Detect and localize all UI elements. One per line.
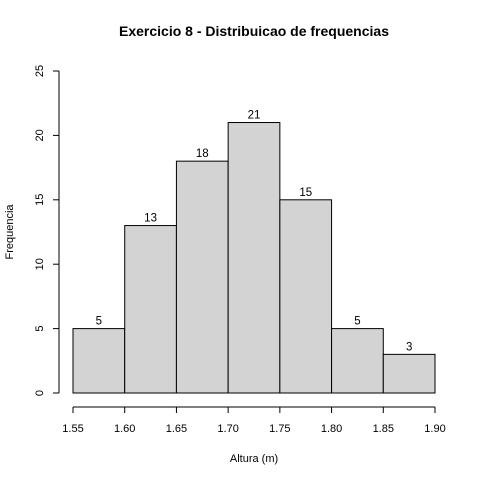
histogram-bar	[279, 199, 333, 394]
chart-title: Exercicio 8 - Distribuicao de frequencia…	[119, 23, 389, 39]
bars-group	[72, 122, 436, 394]
y-tick-label: 25	[34, 65, 46, 77]
histogram-bar	[331, 328, 384, 394]
x-tick-label: 1.65	[166, 423, 187, 435]
y-axis-label: Frequencia	[4, 204, 16, 260]
bar-value-label: 15	[299, 187, 312, 199]
x-tick-label: 1.75	[269, 423, 290, 435]
histogram-bar	[382, 353, 436, 394]
x-tick-label: 1.80	[321, 423, 342, 435]
y-axis: 0 5 10 15 20 25	[34, 65, 60, 396]
bar-labels-group: 5 13 18 21 15 5 3	[96, 110, 413, 354]
y-tick-label: 20	[34, 129, 46, 141]
y-tick-label: 10	[34, 258, 46, 270]
bar-value-label: 3	[406, 341, 412, 353]
bar-value-label: 18	[196, 148, 209, 160]
y-tick-label: 5	[34, 326, 46, 332]
bar-value-label: 21	[248, 110, 261, 122]
histogram-bar	[124, 225, 177, 394]
y-tick-label: 0	[34, 390, 46, 396]
bar-value-label: 5	[96, 316, 102, 328]
x-axis-label: Altura (m)	[230, 453, 278, 465]
bar-value-label: 13	[144, 213, 157, 225]
x-tick-label: 1.85	[373, 423, 394, 435]
x-tick-label: 1.70	[217, 423, 238, 435]
y-tick-label: 15	[34, 194, 46, 206]
x-tick-label: 1.60	[114, 423, 135, 435]
histogram-bar	[175, 160, 229, 394]
histogram-bar	[72, 328, 126, 394]
x-axis: 1.55 1.60 1.65 1.70 1.75 1.80 1.85 1.90	[62, 406, 446, 435]
histogram-bar	[227, 122, 281, 394]
x-tick-label: 1.90	[424, 423, 445, 435]
x-tick-label: 1.55	[62, 423, 83, 435]
bar-value-label: 5	[354, 316, 360, 328]
